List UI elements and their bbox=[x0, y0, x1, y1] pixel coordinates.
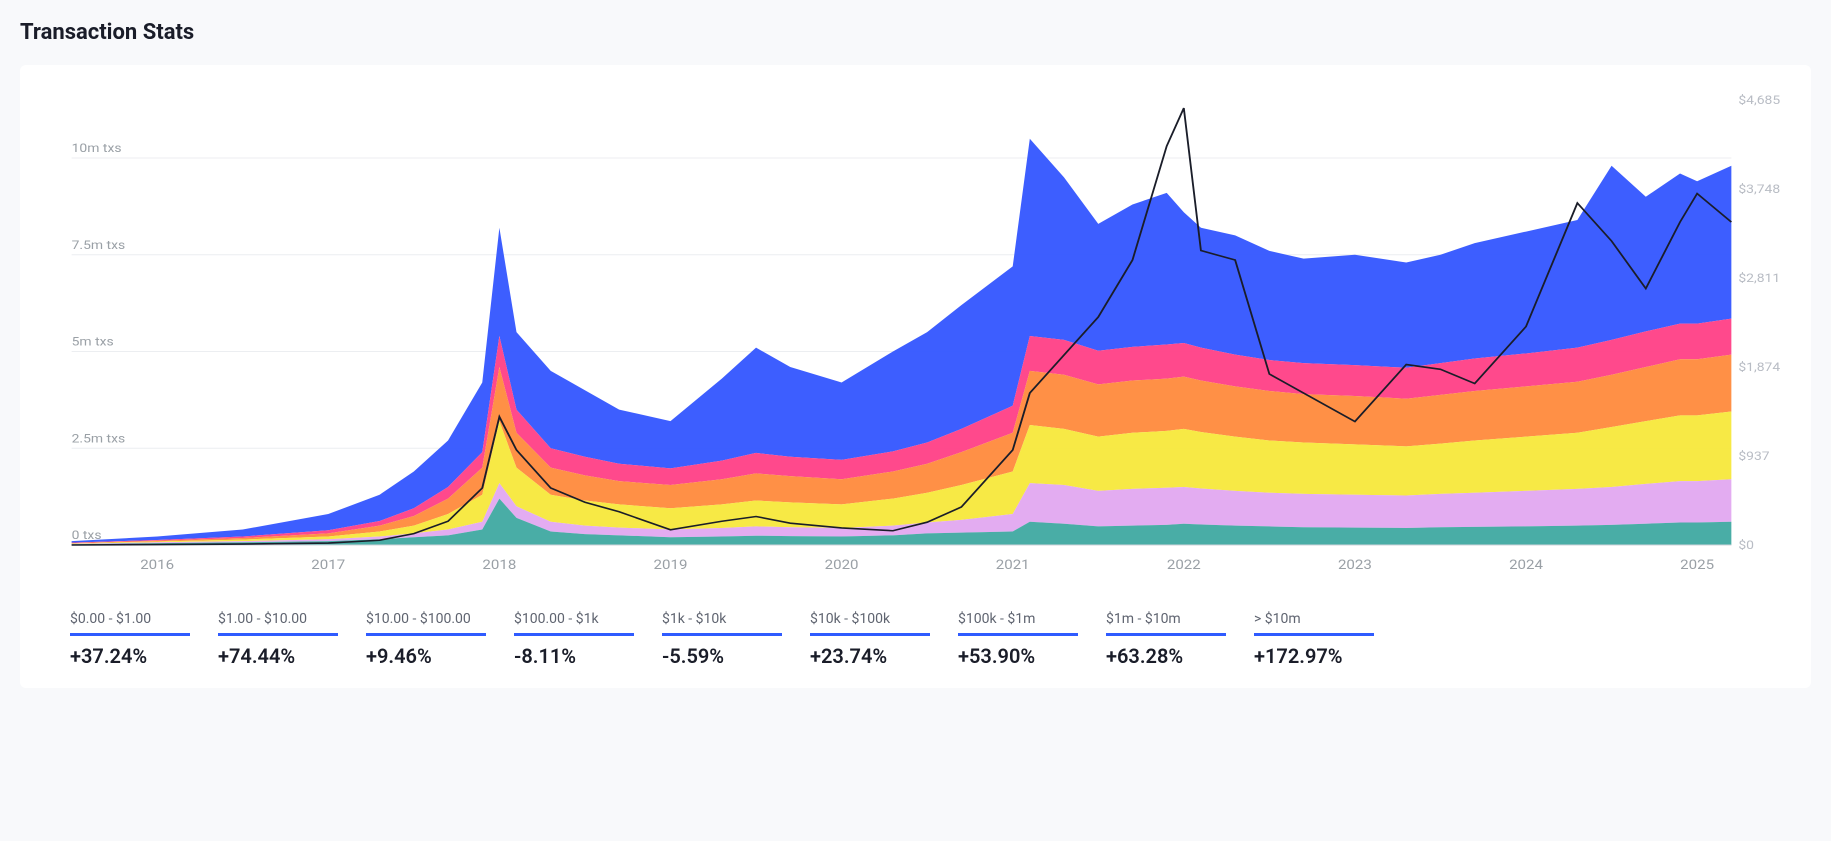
stat-bar bbox=[1254, 633, 1374, 636]
stat-bar bbox=[218, 633, 338, 636]
svg-text:2020: 2020 bbox=[825, 558, 859, 573]
stat-value: +53.90% bbox=[958, 644, 1078, 668]
stat-item[interactable]: $10.00 - $100.00 +9.46% bbox=[366, 611, 486, 668]
stat-bar bbox=[1106, 633, 1226, 636]
stat-bar bbox=[958, 633, 1078, 636]
stacked-area-chart: 0 txs2.5m txs5m txs7.5m txs10m txs$0$937… bbox=[60, 85, 1801, 585]
svg-text:2017: 2017 bbox=[311, 558, 345, 573]
stat-bar bbox=[662, 633, 782, 636]
stat-value: +74.44% bbox=[218, 644, 338, 668]
svg-text:2022: 2022 bbox=[1167, 558, 1201, 573]
stat-item[interactable]: $10k - $100k +23.74% bbox=[810, 611, 930, 668]
stat-value: +9.46% bbox=[366, 644, 486, 668]
stat-bar bbox=[70, 633, 190, 636]
stat-item[interactable]: $1.00 - $10.00 +74.44% bbox=[218, 611, 338, 668]
stat-value: -8.11% bbox=[514, 644, 634, 668]
svg-text:2016: 2016 bbox=[140, 558, 174, 573]
transaction-stats-container: Transaction Stats 0 txs2.5m txs5m txs7.5… bbox=[20, 20, 1811, 688]
svg-text:2018: 2018 bbox=[482, 558, 516, 573]
svg-text:$4,685: $4,685 bbox=[1738, 94, 1780, 108]
stat-label: $100.00 - $1k bbox=[514, 611, 634, 627]
svg-text:2023: 2023 bbox=[1338, 558, 1372, 573]
stat-bar bbox=[810, 633, 930, 636]
svg-text:5m txs: 5m txs bbox=[72, 335, 114, 349]
stat-label: $10.00 - $100.00 bbox=[366, 611, 486, 627]
svg-text:$0: $0 bbox=[1738, 539, 1754, 553]
svg-text:2021: 2021 bbox=[996, 558, 1030, 573]
svg-text:2025: 2025 bbox=[1680, 558, 1714, 573]
stat-item[interactable]: $100k - $1m +53.90% bbox=[958, 611, 1078, 668]
stat-item[interactable]: $100.00 - $1k -8.11% bbox=[514, 611, 634, 668]
stat-item[interactable]: $1m - $10m +63.28% bbox=[1106, 611, 1226, 668]
svg-text:2019: 2019 bbox=[654, 558, 688, 573]
stat-value: +63.28% bbox=[1106, 644, 1226, 668]
stat-value: +23.74% bbox=[810, 644, 930, 668]
stat-bar bbox=[366, 633, 486, 636]
stat-label: $1k - $10k bbox=[662, 611, 782, 627]
stat-label: $100k - $1m bbox=[958, 611, 1078, 627]
svg-text:$2,811: $2,811 bbox=[1738, 272, 1780, 286]
stat-item[interactable]: $1k - $10k -5.59% bbox=[662, 611, 782, 668]
stat-label: > $10m bbox=[1254, 611, 1374, 627]
stat-label: $10k - $100k bbox=[810, 611, 930, 627]
stat-label: $1m - $10m bbox=[1106, 611, 1226, 627]
page-title: Transaction Stats bbox=[20, 20, 1811, 45]
svg-text:$1,874: $1,874 bbox=[1738, 361, 1780, 375]
svg-text:7.5m txs: 7.5m txs bbox=[72, 239, 126, 253]
stat-item[interactable]: > $10m +172.97% bbox=[1254, 611, 1374, 668]
svg-text:2024: 2024 bbox=[1509, 558, 1543, 573]
stat-value: +37.24% bbox=[70, 644, 190, 668]
svg-text:10m txs: 10m txs bbox=[72, 142, 122, 156]
svg-text:2.5m txs: 2.5m txs bbox=[72, 432, 126, 446]
stats-row: $0.00 - $1.00 +37.24% $1.00 - $10.00 +74.44… bbox=[60, 611, 1801, 668]
stat-item[interactable]: $0.00 - $1.00 +37.24% bbox=[70, 611, 190, 668]
stat-bar bbox=[514, 633, 634, 636]
stat-label: $1.00 - $10.00 bbox=[218, 611, 338, 627]
svg-text:$3,748: $3,748 bbox=[1738, 183, 1780, 197]
stat-label: $0.00 - $1.00 bbox=[70, 611, 190, 627]
stat-value: -5.59% bbox=[662, 644, 782, 668]
chart-card: 0 txs2.5m txs5m txs7.5m txs10m txs$0$937… bbox=[20, 65, 1811, 688]
stat-value: +172.97% bbox=[1254, 644, 1374, 668]
svg-text:$937: $937 bbox=[1738, 450, 1769, 464]
chart-wrapper[interactable]: 0 txs2.5m txs5m txs7.5m txs10m txs$0$937… bbox=[60, 85, 1801, 585]
